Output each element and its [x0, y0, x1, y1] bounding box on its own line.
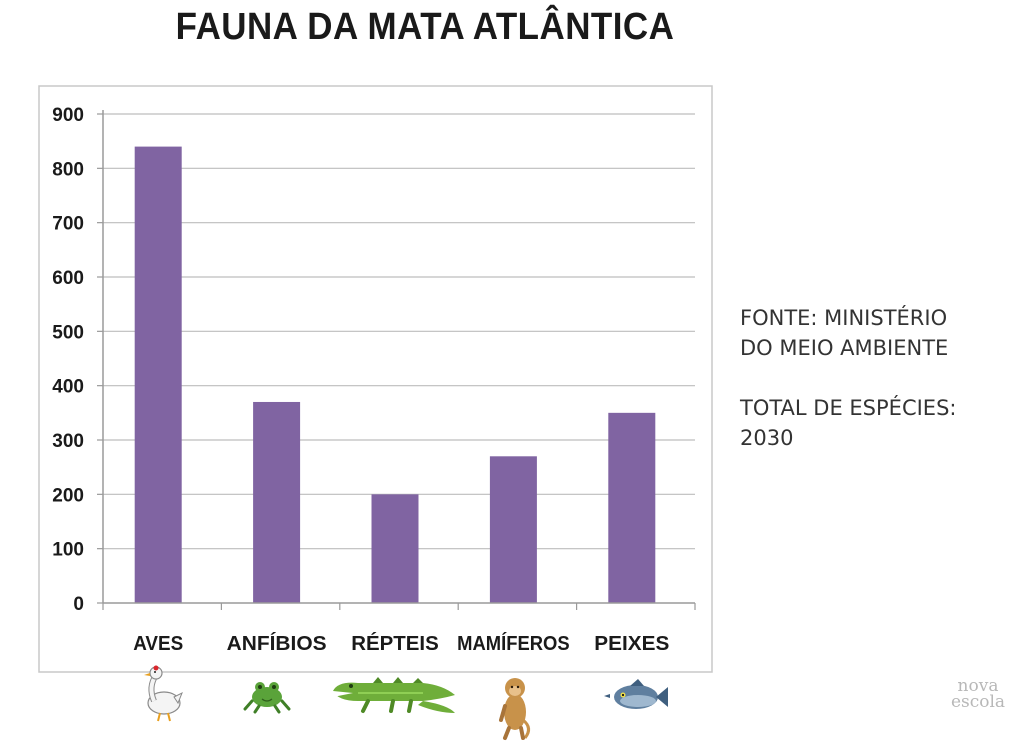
- watermark-logo: nova escola: [930, 676, 1026, 712]
- fish-icon: [604, 679, 668, 709]
- y-tick-label: 200: [52, 485, 84, 506]
- source-line-2: DO MEIO AMBIENTE: [740, 336, 949, 360]
- y-tick-label: 800: [52, 159, 84, 180]
- total-line-2: 2030: [740, 426, 794, 450]
- watermark-line-1: nova: [957, 676, 999, 696]
- bar: [371, 494, 419, 603]
- bars: [134, 146, 656, 603]
- x-tick-label: RÉPTEIS: [351, 632, 439, 655]
- x-tick-labels: AVES ANFÍBIOS RÉPTEIS MAMÍFEROS PEIXES: [133, 632, 669, 655]
- source-note: FONTE: MINISTÉRIO DO MEIO AMBIENTE: [740, 303, 1020, 363]
- x-tick-label: PEIXES: [594, 633, 669, 655]
- duck-icon: [144, 665, 183, 722]
- monkey-icon: [499, 678, 530, 740]
- x-tick-label: MAMÍFEROS: [457, 632, 570, 655]
- y-tick-label: 500: [52, 322, 84, 343]
- x-tick-label: ANFÍBIOS: [227, 632, 327, 655]
- grid-lines: [103, 113, 695, 550]
- bar: [489, 456, 537, 603]
- bar: [253, 401, 301, 603]
- y-tick-label: 0: [73, 594, 84, 615]
- crocodile-icon: [333, 677, 455, 713]
- total-species-note: TOTAL DE ESPÉCIES: 2030: [740, 393, 1020, 453]
- y-tick-label: 100: [52, 540, 84, 561]
- y-tick-labels: 0 100 200 300 400 500 600 700 800 900: [52, 105, 84, 615]
- y-tick-label: 700: [52, 214, 84, 235]
- source-line-1: FONTE: MINISTÉRIO: [740, 306, 948, 330]
- y-tick-label: 600: [52, 268, 84, 289]
- axes: [97, 110, 696, 610]
- y-tick-label: 300: [52, 431, 84, 452]
- watermark-line-2: escola: [950, 692, 1006, 712]
- bar: [134, 146, 182, 603]
- y-tick-label: 900: [52, 105, 84, 126]
- y-tick-label: 400: [52, 377, 84, 398]
- x-tick-label: AVES: [133, 633, 183, 655]
- frog-icon: [243, 682, 291, 714]
- chart-title: FAUNA DA MATA ATLÂNTICA: [175, 6, 675, 48]
- total-line-1: TOTAL DE ESPÉCIES:: [740, 396, 957, 420]
- bar: [608, 412, 656, 603]
